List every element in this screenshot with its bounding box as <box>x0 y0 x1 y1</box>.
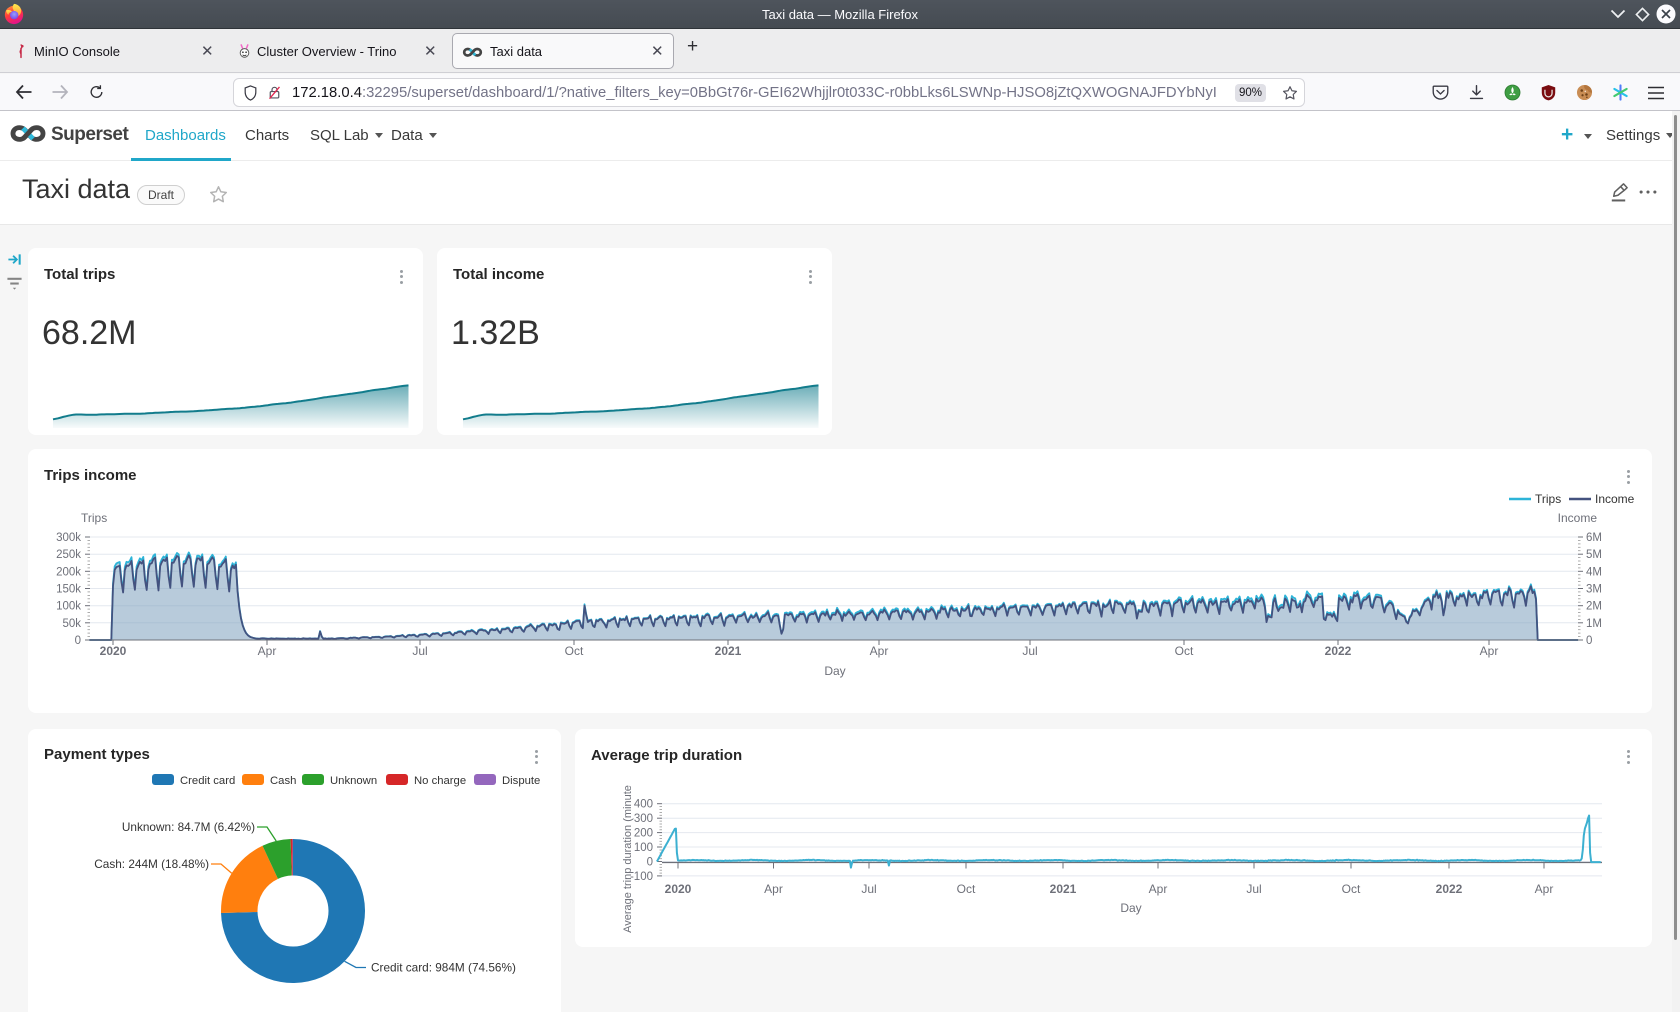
svg-text:6M: 6M <box>1586 532 1602 544</box>
svg-text:400: 400 <box>634 799 653 811</box>
svg-text:-100: -100 <box>630 871 653 883</box>
svg-text:Income: Income <box>1558 511 1598 525</box>
svg-text:Day: Day <box>1120 901 1141 915</box>
svg-text:200k: 200k <box>56 566 81 578</box>
svg-text:100: 100 <box>634 842 653 854</box>
svg-text:Unknown: Unknown <box>330 775 377 787</box>
svg-text:150k: 150k <box>56 584 81 596</box>
svg-text:Jul: Jul <box>861 882 876 896</box>
svg-text:Credit card: Credit card <box>180 775 235 787</box>
svg-text:Income: Income <box>1595 492 1635 506</box>
svg-text:Dispute: Dispute <box>502 775 540 787</box>
svg-text:3M: 3M <box>1586 584 1602 596</box>
svg-text:Jul: Jul <box>1246 882 1261 896</box>
svg-text:Trips: Trips <box>1535 492 1561 506</box>
svg-text:0: 0 <box>1586 635 1592 647</box>
svg-text:2M: 2M <box>1586 601 1602 613</box>
svg-text:2022: 2022 <box>1436 882 1463 896</box>
svg-text:50k: 50k <box>62 618 81 630</box>
svg-text:4M: 4M <box>1586 566 1602 578</box>
svg-text:200: 200 <box>634 828 653 840</box>
svg-text:250k: 250k <box>56 549 81 561</box>
svg-text:Apr: Apr <box>1149 882 1168 896</box>
svg-text:Oct: Oct <box>957 882 976 896</box>
svg-text:2022: 2022 <box>1325 644 1352 658</box>
svg-text:Jul: Jul <box>1022 644 1037 658</box>
svg-text:300: 300 <box>634 813 653 825</box>
svg-text:Oct: Oct <box>1342 882 1361 896</box>
svg-text:300k: 300k <box>56 532 81 544</box>
svg-text:Oct: Oct <box>565 644 584 658</box>
svg-text:Jul: Jul <box>412 644 427 658</box>
svg-text:Apr: Apr <box>258 644 277 658</box>
svg-text:1M: 1M <box>1586 618 1602 630</box>
svg-text:0: 0 <box>75 635 81 647</box>
svg-text:Trips: Trips <box>81 511 107 525</box>
svg-text:No charge: No charge <box>414 775 466 787</box>
svg-text:5M: 5M <box>1586 549 1602 561</box>
svg-text:2021: 2021 <box>1050 882 1077 896</box>
svg-text:2020: 2020 <box>100 644 127 658</box>
svg-text:Oct: Oct <box>1175 644 1194 658</box>
svg-text:0: 0 <box>647 857 653 869</box>
svg-text:2020: 2020 <box>665 882 692 896</box>
svg-text:Apr: Apr <box>764 882 783 896</box>
svg-text:Apr: Apr <box>1480 644 1499 658</box>
svg-text:Day: Day <box>824 664 845 678</box>
svg-text:Average trinp duration (minute: Average trinp duration (minute <box>622 785 634 933</box>
svg-text:Unknown: 84.7M (6.42%): Unknown: 84.7M (6.42%) <box>122 820 255 834</box>
svg-text:Cash: Cash <box>270 775 296 787</box>
svg-text:Cash: 244M (18.48%): Cash: 244M (18.48%) <box>94 857 209 871</box>
svg-text:Apr: Apr <box>870 644 889 658</box>
svg-text:100k: 100k <box>56 601 81 613</box>
svg-text:Apr: Apr <box>1535 882 1554 896</box>
svg-text:Credit card: 984M (74.56%): Credit card: 984M (74.56%) <box>371 961 516 975</box>
svg-text:2021: 2021 <box>715 644 742 658</box>
